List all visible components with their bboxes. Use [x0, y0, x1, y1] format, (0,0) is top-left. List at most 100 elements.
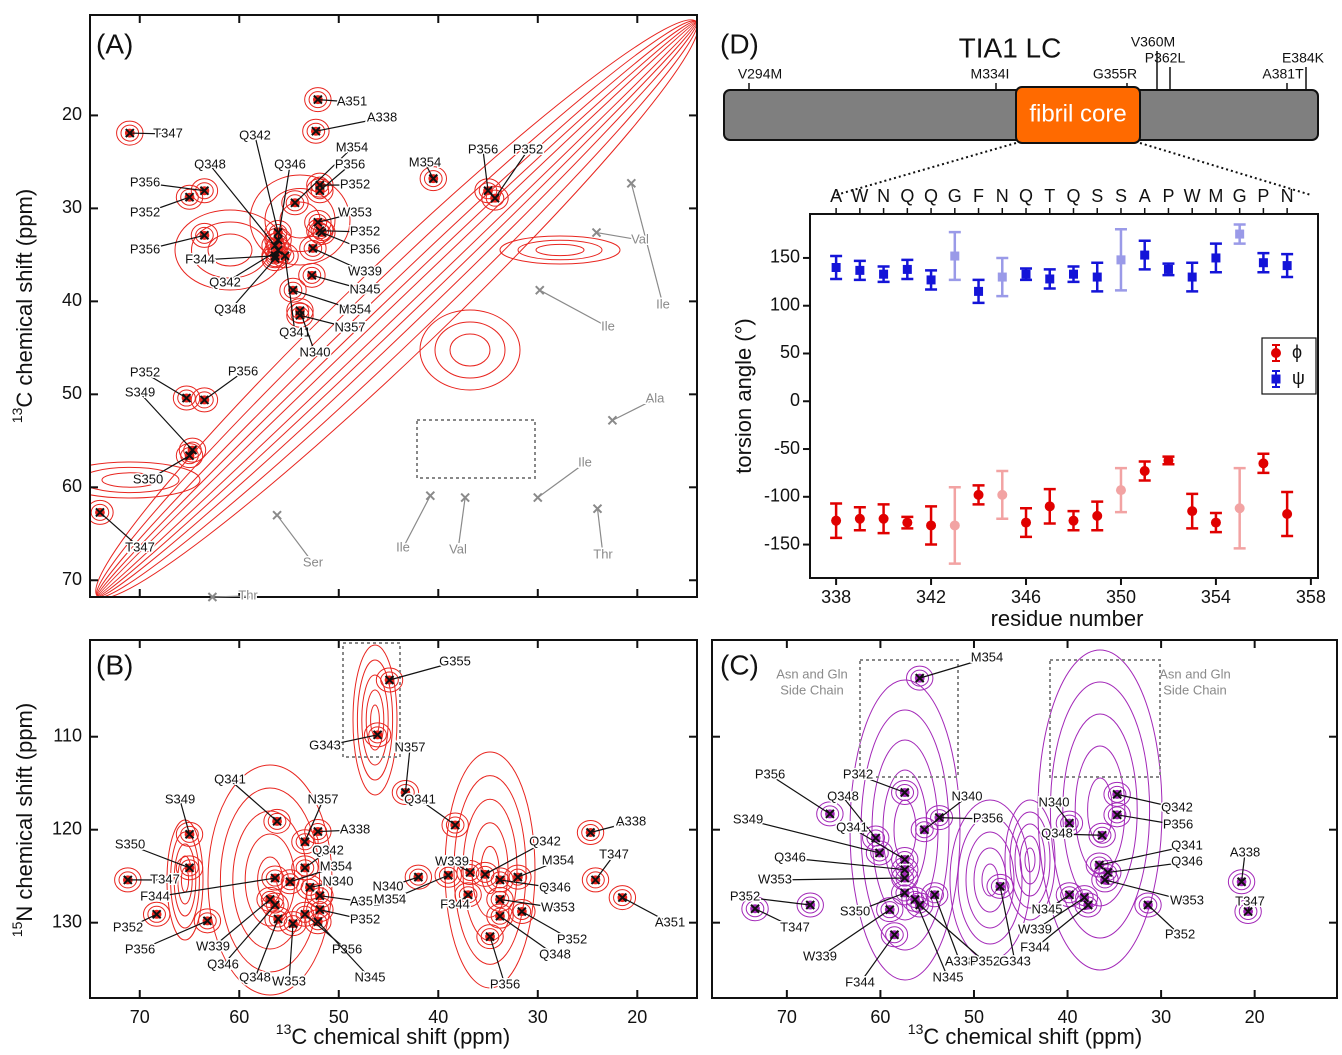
leader-line	[319, 164, 351, 192]
contour	[96, 20, 697, 597]
contour	[613, 889, 632, 907]
peak-label: S349	[125, 384, 155, 399]
peak-cross	[313, 826, 323, 837]
contour	[796, 892, 824, 918]
peak-label: W339	[196, 938, 230, 953]
peak-label: P352	[970, 953, 1000, 968]
x-tick-label: 30	[528, 1007, 548, 1027]
contour	[860, 709, 950, 951]
peak-cross	[533, 492, 543, 503]
peak-cross	[995, 881, 1005, 892]
marker	[902, 264, 912, 274]
peak-cross	[413, 872, 424, 882]
peak-label: P352	[513, 141, 543, 156]
y-tick-label: 0	[790, 390, 800, 410]
leader-line	[402, 495, 431, 549]
peak-cross	[513, 872, 523, 882]
contour	[1049, 681, 1151, 939]
peak-label: Thr	[238, 587, 258, 602]
peak-cross	[95, 507, 105, 518]
y-axis-label: 15N chemical shift (ppm)	[9, 703, 37, 937]
leader-line	[389, 661, 456, 681]
contour	[973, 847, 1007, 913]
residue-label: G	[948, 186, 962, 206]
peak-cross	[485, 931, 495, 942]
contour	[308, 220, 336, 246]
contour	[365, 689, 385, 751]
x-tick-label: 354	[1201, 587, 1231, 607]
contour	[190, 387, 219, 413]
contour	[1060, 814, 1079, 832]
contour	[517, 239, 603, 261]
marker	[1045, 274, 1055, 284]
peak-cross	[929, 890, 940, 900]
peak-cross	[1103, 867, 1113, 878]
leader-line	[622, 897, 671, 924]
contour	[1103, 802, 1131, 828]
leader-line	[484, 841, 546, 875]
highlight-box	[1049, 659, 1161, 778]
contour	[424, 170, 443, 188]
contour	[480, 845, 500, 895]
contour	[356, 659, 394, 781]
mutation-label: A381T	[1262, 66, 1304, 82]
peak-cross	[272, 510, 282, 520]
contour	[535, 243, 585, 257]
plot-frame	[89, 639, 698, 999]
contour	[499, 235, 621, 265]
contour	[449, 333, 491, 367]
marker	[1211, 253, 1221, 263]
leader-line	[224, 249, 279, 284]
leader-line	[204, 371, 244, 401]
contour	[1232, 873, 1251, 891]
peak-cross	[885, 904, 895, 915]
peak-cross	[311, 126, 321, 136]
x-axis-label: 13C chemical shift (ppm)	[908, 1021, 1142, 1049]
contour	[177, 389, 196, 407]
leader-line	[321, 231, 366, 251]
contour	[576, 819, 605, 845]
peak-cross	[315, 180, 325, 190]
leader-line	[842, 796, 877, 839]
peak-cross	[305, 882, 315, 893]
peak-cross	[270, 900, 280, 910]
marker	[950, 251, 960, 261]
peak-cross	[900, 864, 910, 875]
contour	[207, 764, 333, 996]
residue-label: M	[1208, 186, 1223, 206]
contour	[90, 503, 110, 521]
marker	[1187, 506, 1198, 517]
marker	[974, 286, 984, 296]
leader-line	[147, 455, 190, 481]
peak-cross	[592, 503, 603, 514]
peak-cross	[480, 869, 490, 880]
leader-line	[229, 779, 278, 822]
contour	[195, 226, 214, 244]
peak-label: N345	[354, 969, 385, 984]
contour	[1037, 649, 1163, 971]
peak-label: Ile	[578, 454, 592, 469]
mutation-label: G355R	[1093, 66, 1137, 82]
leader-line	[179, 799, 191, 835]
contour	[207, 233, 253, 267]
peak-label: Q348	[1041, 825, 1073, 840]
contour	[175, 821, 204, 847]
peak-cross	[483, 186, 493, 196]
peak-cross	[495, 894, 505, 905]
contour	[508, 899, 536, 925]
peak-label: P356	[335, 156, 365, 171]
contour	[981, 863, 999, 897]
peak-label: P352	[557, 931, 587, 946]
peak-label: Q348	[214, 301, 246, 316]
mutation-label: P362L	[1145, 50, 1186, 66]
contour	[260, 890, 280, 908]
residue-label: T	[1044, 186, 1055, 206]
peak-label: W339	[435, 853, 469, 868]
contour	[1060, 886, 1079, 904]
y-tick-label: 70	[62, 569, 82, 589]
peak-label: Thr	[593, 546, 613, 561]
peak-cross	[295, 305, 305, 316]
peak-cross	[273, 235, 283, 245]
peak-cross	[307, 270, 317, 281]
